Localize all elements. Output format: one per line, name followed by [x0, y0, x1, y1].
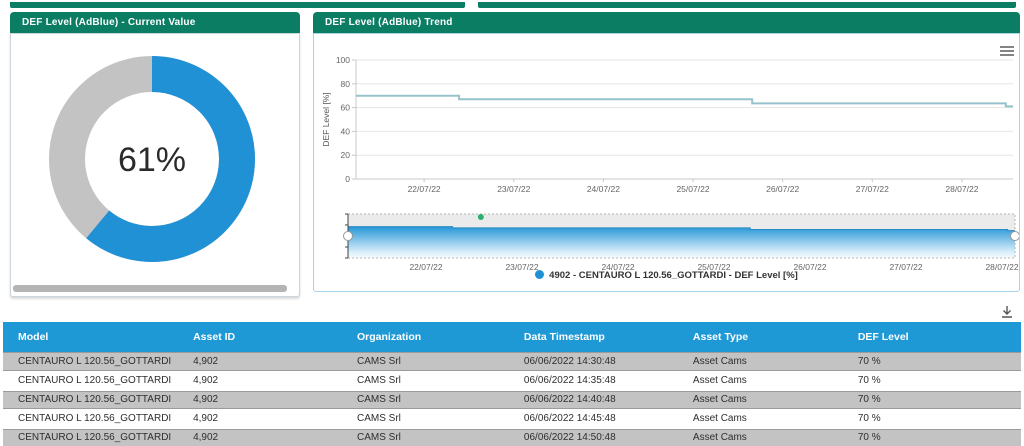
table-row: CENTAURO L 120.56_GOTTARDI 4,902 CAMS Srl 0… [3, 390, 1021, 410]
cell-asset-type: Asset Cams [677, 390, 843, 410]
navigator-tick-label: 28/07/22 [985, 262, 1018, 272]
cell-asset-type: Asset Cams [677, 428, 843, 446]
table-body: CENTAURO L 120.56_GOTTARDI 4,902 CAMS Srl 0… [3, 352, 1021, 446]
navigator-tick-label: 27/07/22 [889, 262, 922, 272]
download-icon [1002, 306, 1012, 318]
cell-asset-id: 4,902 [178, 352, 342, 372]
cell-model: CENTAURO L 120.56_GOTTARDI [3, 390, 179, 410]
cell-asset-id: 4,902 [178, 409, 342, 429]
x-tick-label: 26/07/22 [766, 184, 799, 194]
navigator-tick-label: 22/07/22 [409, 262, 442, 272]
column-header-asset-type: Asset Type [677, 322, 843, 352]
donut-center-value: 61% [118, 141, 186, 179]
cell-def-level: 70 % [842, 409, 1021, 429]
legend-series-label: 4902 - CENTAURO L 120.56_GOTTARDI - DEF … [549, 270, 798, 281]
donut-panel-title: DEF Level (AdBlue) - Current Value [10, 12, 300, 33]
y-tick-label: 40 [341, 126, 351, 136]
chart-menu-icon[interactable] [1000, 46, 1014, 56]
navigator-tick-label: 24/07/22 [601, 262, 634, 272]
navigator-marker-point [477, 214, 484, 220]
def-level-series-line [356, 94, 1013, 108]
column-header-asset-id: Asset ID [178, 322, 342, 352]
x-tick-label: 27/07/22 [856, 184, 889, 194]
trend-chart: 0 20 40 60 80 100 DEF Level [%] 22/07/22 23/07/2… [321, 46, 1020, 272]
y-tick-label: 100 [336, 55, 350, 65]
x-tick-label: 25/07/22 [676, 184, 709, 194]
cell-organization: CAMS Srl [341, 352, 509, 372]
y-tick-label: 0 [345, 174, 350, 184]
cell-asset-id: 4,902 [178, 371, 342, 391]
navigator-series-area [348, 226, 1015, 258]
cell-data-timestamp: 06/06/2022 14:40:48 [508, 390, 678, 410]
table-header-row: Model Asset ID Organization Data Timesta… [3, 322, 1021, 352]
navigator-tick-label: 25/07/22 [697, 262, 730, 272]
table-row: CENTAURO L 120.56_GOTTARDI 4,902 CAMS Srl 0… [3, 371, 1021, 391]
cell-def-level: 70 % [842, 428, 1021, 446]
cell-def-level: 70 % [842, 390, 1021, 410]
table-row: CENTAURO L 120.56_GOTTARDI 4,902 CAMS Srl 0… [3, 352, 1021, 372]
x-tick-label: 22/07/22 [408, 184, 441, 194]
column-header-model: Model [3, 322, 179, 352]
y-axis-title: DEF Level [%] [321, 92, 331, 146]
cell-def-level: 70 % [842, 371, 1021, 391]
x-tick-label: 24/07/22 [587, 184, 620, 194]
y-tick-label: 20 [341, 150, 351, 160]
donut-value-slice [49, 56, 255, 262]
column-header-data-timestamp: Data Timestamp [508, 322, 678, 352]
asset-data-table: Model Asset ID Organization Data Timesta… [3, 322, 1021, 446]
column-header-organization: Organization [341, 322, 509, 352]
cell-organization: CAMS Srl [341, 428, 509, 446]
trend-panel-title: DEF Level (AdBlue) Trend [313, 12, 1020, 33]
navigator-tick-label: 23/07/22 [505, 262, 538, 272]
cell-model: CENTAURO L 120.56_GOTTARDI [3, 409, 179, 429]
legend-series-swatch [535, 270, 545, 279]
y-tick-label: 60 [341, 103, 351, 113]
x-tick-label: 28/07/22 [945, 184, 978, 194]
download-table-button[interactable] [999, 304, 1017, 322]
legend[interactable]: 4902 - CENTAURO L 120.56_GOTTARDI - DEF … [314, 270, 1019, 281]
cell-data-timestamp: 06/06/2022 14:30:48 [508, 352, 678, 372]
table-row: CENTAURO L 120.56_GOTTARDI 4,902 CAMS Srl 0… [3, 428, 1021, 446]
cell-organization: CAMS Srl [341, 390, 509, 410]
cell-data-timestamp: 06/06/2022 14:35:48 [508, 371, 678, 391]
top-strip-right [478, 2, 1016, 8]
trend-panel: 0 20 40 60 80 100 DEF Level [%] 22/07/22 23/07/2… [313, 33, 1020, 292]
cell-organization: CAMS Srl [341, 371, 509, 391]
donut-chart: 61% [49, 56, 255, 262]
x-tick-label: 23/07/22 [497, 184, 530, 194]
cell-asset-id: 4,902 [178, 390, 342, 410]
navigator-tick-label: 26/07/22 [793, 262, 826, 272]
cell-asset-id: 4,902 [178, 428, 342, 446]
top-strip-left [10, 2, 465, 8]
horizontal-scrollbar[interactable] [13, 285, 287, 292]
cell-asset-type: Asset Cams [677, 371, 843, 391]
cell-model: CENTAURO L 120.56_GOTTARDI [3, 371, 179, 391]
cell-organization: CAMS Srl [341, 409, 509, 429]
donut-panel: 61% [10, 33, 300, 297]
cell-data-timestamp: 06/06/2022 14:45:48 [508, 409, 678, 429]
table-row: CENTAURO L 120.56_GOTTARDI 4,902 CAMS Srl 0… [3, 409, 1021, 429]
y-tick-label: 80 [341, 79, 351, 89]
column-header-def-level: DEF Level [842, 322, 1021, 352]
cell-model: CENTAURO L 120.56_GOTTARDI [3, 428, 179, 446]
cell-asset-type: Asset Cams [677, 409, 843, 429]
cell-asset-type: Asset Cams [677, 352, 843, 372]
navigator-right-handle[interactable] [1010, 231, 1020, 241]
navigator-left-handle[interactable] [343, 231, 353, 241]
cell-data-timestamp: 06/06/2022 14:50:48 [508, 428, 678, 446]
cell-def-level: 70 % [842, 352, 1021, 372]
cell-model: CENTAURO L 120.56_GOTTARDI [3, 352, 179, 372]
